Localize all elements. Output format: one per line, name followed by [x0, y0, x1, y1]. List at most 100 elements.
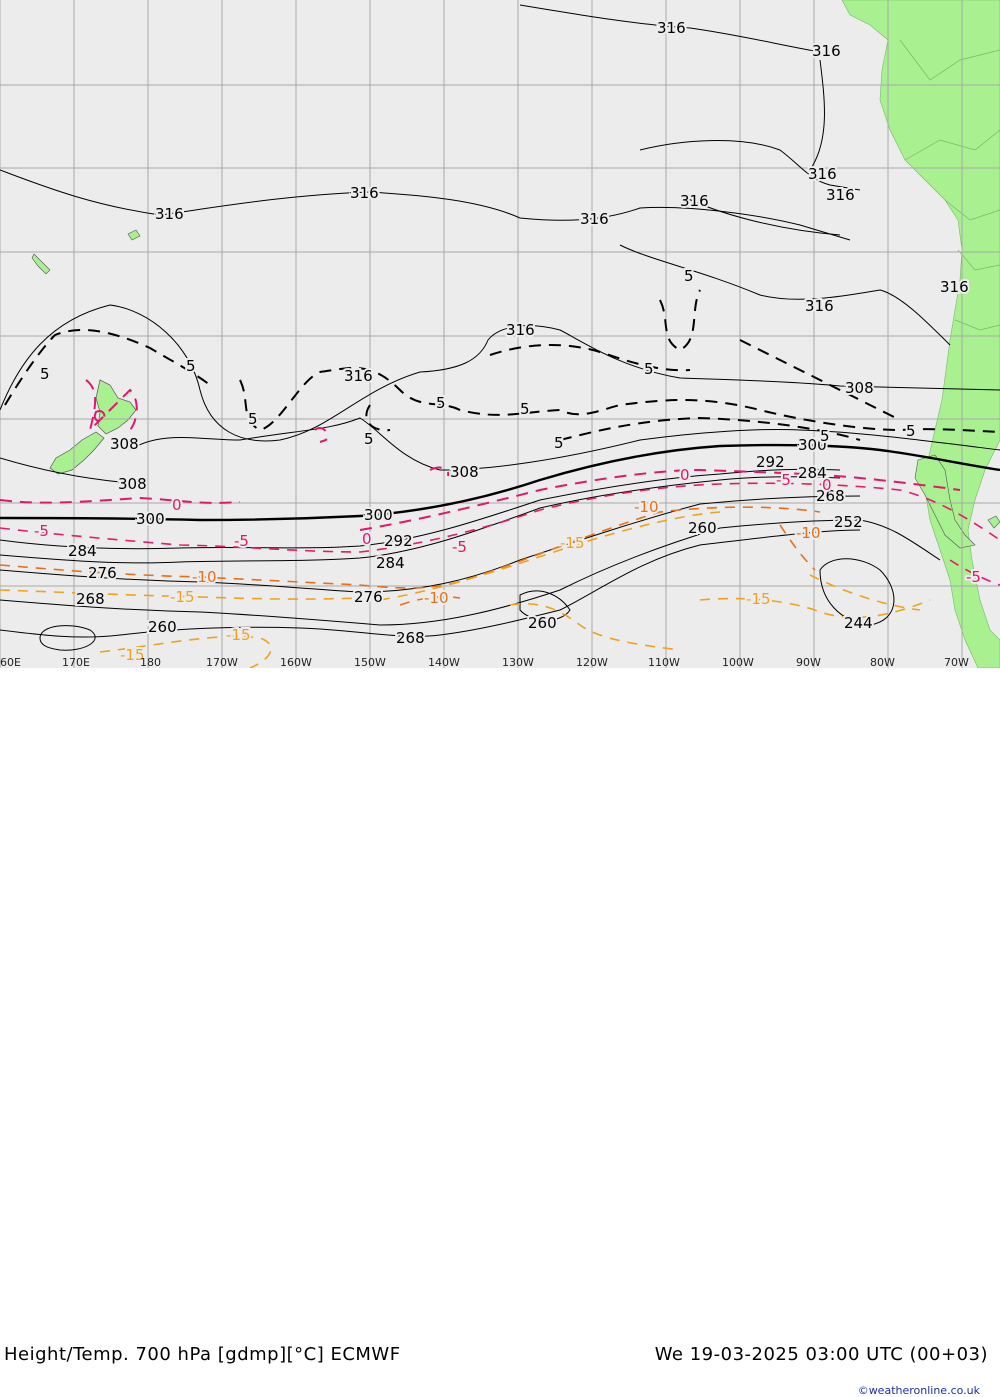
isotherm-label-minus15-halo: -15: [120, 646, 145, 664]
height-contour-label-halo: 244: [844, 614, 873, 632]
isotherm-label-zero: 0: [362, 530, 372, 548]
isotherm-label-minus10-halo: -10: [796, 524, 821, 542]
vanuatu-islands: [31, 253, 51, 275]
height-contour-label-halo: 308: [845, 379, 874, 397]
map-footer: Height/Temp. 700 hPa [gdmp][°C] ECMWF We…: [0, 668, 1000, 1397]
isotherm-label-minus5: -5: [966, 568, 981, 586]
height-contour-label: 284: [376, 554, 405, 572]
isotherm-label-plus5-halo: 5: [364, 430, 374, 448]
height-contour-label: 316: [155, 205, 184, 223]
isotherm-label-minus10: -10: [192, 568, 217, 586]
isotherm-label-minus10: -10: [424, 589, 449, 607]
isotherm-label-minus5: -5: [776, 471, 791, 489]
isotherm-label-minus10-halo: -10: [634, 498, 659, 516]
height-contour-label: 244: [844, 614, 873, 632]
forecast-datetime: We 19-03-2025 03:00 UTC (00+03): [654, 1344, 988, 1365]
height-contour-label: 260: [148, 618, 177, 636]
fiji-islands: [127, 229, 141, 241]
isotherm-label-minus5-halo: -5: [234, 532, 249, 550]
height-contour-label: 300: [798, 436, 827, 454]
country-borders: [899, 39, 1000, 331]
longitude-label: 60E: [0, 656, 21, 668]
isotherm-label-plus5-halo: 5: [248, 410, 258, 428]
isotherm-label-plus5-halo: 5: [644, 360, 654, 378]
isotherm-label-zero: 0: [680, 466, 690, 484]
isotherm-label-plus5: 5: [520, 400, 530, 418]
isotherm-label-plus5: 5: [820, 427, 830, 445]
longitude-label: 70W: [944, 656, 969, 668]
credit-link[interactable]: ©weatheronline.co.uk: [857, 1384, 980, 1397]
height-contour-label: 284: [798, 464, 827, 482]
height-contour-label-halo: 316: [812, 42, 841, 60]
height-contour-label-halo: 252: [834, 513, 863, 531]
height-contour-label-halo: 316: [155, 205, 184, 223]
ocean-background: [0, 0, 1000, 668]
height-contour-label: 316: [506, 321, 535, 339]
new-zealand-north-island: [95, 379, 137, 435]
height-contour-label-halo: 260: [528, 614, 557, 632]
height-contour-label-halo: 260: [688, 519, 717, 537]
height-contour-label-halo: 276: [354, 588, 383, 606]
isotherm-label-zero-halo: 0: [680, 466, 690, 484]
height-contour-label: 260: [528, 614, 557, 632]
longitude-label: 90W: [796, 656, 821, 668]
height-contour-label: 316: [350, 184, 379, 202]
isotherm-label-minus15-halo: -15: [560, 534, 585, 552]
isotherm-label-plus5: 5: [684, 267, 694, 285]
height-contour-label: 292: [756, 453, 785, 471]
height-contour-label: 316: [808, 165, 837, 183]
isotherm-label-minus5: -5: [34, 522, 49, 540]
height-contour-label: 308: [845, 379, 874, 397]
height-contour-label: 300: [136, 510, 165, 528]
height-contour-label-halo: 300: [136, 510, 165, 528]
isotherm-label-zero-halo: 0: [172, 496, 182, 514]
height-contour-label-halo: 316: [350, 184, 379, 202]
isotherm-label-zero: 0: [172, 496, 182, 514]
height-contour-label-halo: 308: [110, 435, 139, 453]
isotherm-label-minus15: -15: [170, 588, 195, 606]
height-contour-label-halo: 316: [344, 367, 373, 385]
longitude-label: 180: [140, 656, 161, 668]
isotherm-label-plus5: 5: [906, 422, 916, 440]
longitude-label: 170E: [62, 656, 90, 668]
height-contour-label: 284: [68, 542, 97, 560]
height-contour-label-halo: 316: [826, 186, 855, 204]
height-contour-label-halo: 276: [88, 564, 117, 582]
isotherm-label-minus5-halo: -5: [34, 522, 49, 540]
isotherm-label-plus5-halo: 5: [40, 365, 50, 383]
height-contour-label-halo: 316: [805, 297, 834, 315]
longitude-label: 150W: [354, 656, 386, 668]
isotherm-label-plus5-halo: 5: [554, 434, 564, 452]
map-canvas: 3163163163163163163163163163163163163163…: [0, 0, 1000, 669]
height-contour-label: 268: [76, 590, 105, 608]
longitude-label: 140W: [428, 656, 460, 668]
height-contour-label: 308: [118, 475, 147, 493]
isotherm-label-plus5: 5: [248, 410, 258, 428]
height-contour-label-halo: 316: [808, 165, 837, 183]
isotherm-label-plus5: 5: [554, 434, 564, 452]
isotherm-label-plus5-halo: 5: [186, 357, 196, 375]
height-contour-label: 316: [580, 210, 609, 228]
isotherm-label-plus5: 5: [186, 357, 196, 375]
isotherm-minus5: [0, 482, 1000, 586]
height-contour-label: 316: [826, 186, 855, 204]
isotherm-label-plus5: 5: [40, 365, 50, 383]
isotherm-label-minus10: -10: [796, 524, 821, 542]
isotherm-minus15: [0, 511, 931, 669]
height-contour-label-halo: 316: [657, 19, 686, 37]
height-contour-label: 300: [364, 506, 393, 524]
longitude-label: 160W: [280, 656, 312, 668]
height-contour-label-halo: 260: [148, 618, 177, 636]
height-contour-label: 316: [805, 297, 834, 315]
isotherm-label-minus5-halo: -5: [966, 568, 981, 586]
height-contour-label: 316: [940, 278, 969, 296]
isotherm-label-minus10: -10: [634, 498, 659, 516]
isotherm-label-minus15-halo: -15: [170, 588, 195, 606]
height-contour-300-bold: [0, 443, 1000, 522]
isotherm-minus10: [0, 506, 821, 606]
height-contour-label: 316: [680, 192, 709, 210]
height-contour-label-halo: 284: [798, 464, 827, 482]
height-contour-label-halo: 316: [580, 210, 609, 228]
height-contour-label-halo: 300: [798, 436, 827, 454]
